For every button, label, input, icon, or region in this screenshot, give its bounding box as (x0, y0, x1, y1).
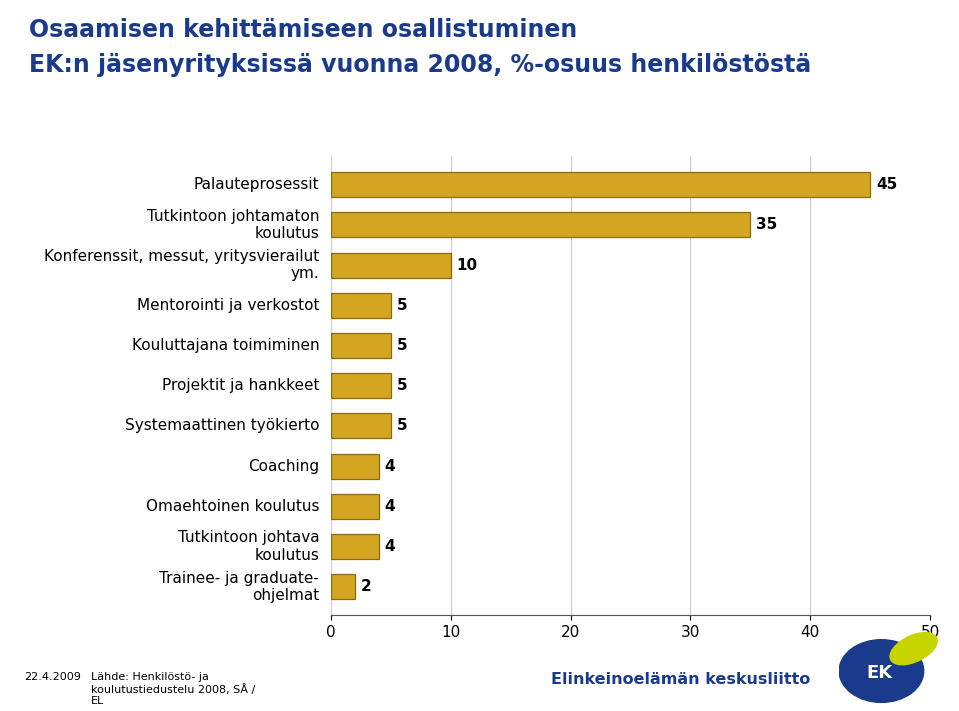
Text: Tutkintoon johtamaton
koulutus: Tutkintoon johtamaton koulutus (147, 208, 319, 241)
Text: 5: 5 (397, 419, 408, 434)
Ellipse shape (890, 633, 937, 665)
Bar (331, 454, 379, 479)
Bar (331, 373, 391, 398)
Bar (331, 414, 391, 439)
Text: Projektit ja hankkeet: Projektit ja hankkeet (162, 378, 319, 393)
Circle shape (839, 640, 924, 702)
Text: 22.4.2009: 22.4.2009 (24, 672, 81, 682)
Text: Kouluttajana toimiminen: Kouluttajana toimiminen (131, 338, 319, 353)
Text: Omaehtoinen koulutus: Omaehtoinen koulutus (146, 499, 319, 514)
Bar (331, 252, 451, 277)
Text: Palauteprosessit: Palauteprosessit (194, 177, 319, 192)
Bar (331, 574, 355, 599)
Bar (331, 293, 391, 318)
Text: Lähde: Henkilöstö- ja
koulutustiedustelu 2008, SÅ /
EL: Lähde: Henkilöstö- ja koulutustiedustelu… (91, 672, 255, 706)
Text: Trainee- ja graduate-
ohjelmat: Trainee- ja graduate- ohjelmat (159, 571, 319, 603)
Bar (331, 213, 751, 237)
Text: Mentorointi ja verkostot: Mentorointi ja verkostot (137, 298, 319, 313)
Text: Konferenssit, messut, yritysvierailut
ym.: Konferenssit, messut, yritysvierailut ym… (44, 249, 319, 282)
Text: Tutkintoon johtava
koulutus: Tutkintoon johtava koulutus (177, 530, 319, 563)
Text: 35: 35 (757, 218, 778, 232)
Text: 4: 4 (385, 539, 395, 554)
Text: 45: 45 (877, 177, 898, 192)
Text: 2: 2 (361, 579, 371, 594)
Text: Coaching: Coaching (248, 459, 319, 474)
Text: Osaamisen kehittämiseen osallistuminen: Osaamisen kehittämiseen osallistuminen (29, 18, 577, 42)
Bar (331, 333, 391, 358)
Text: 4: 4 (385, 459, 395, 474)
Bar (331, 534, 379, 559)
Text: EK:n jäsenyrityksissä vuonna 2008, %-osuus henkilöstöstä: EK:n jäsenyrityksissä vuonna 2008, %-osu… (29, 53, 811, 77)
Text: Systemaattinen työkierto: Systemaattinen työkierto (125, 419, 319, 434)
Text: 10: 10 (456, 257, 478, 272)
Text: Elinkeinoelämän keskusliitto: Elinkeinoelämän keskusliitto (551, 672, 810, 687)
Bar (331, 494, 379, 519)
Text: 4: 4 (385, 499, 395, 514)
Bar (331, 172, 871, 197)
Text: 5: 5 (397, 338, 408, 353)
Text: EK: EK (866, 663, 893, 682)
Text: 5: 5 (397, 298, 408, 313)
Text: 5: 5 (397, 378, 408, 393)
